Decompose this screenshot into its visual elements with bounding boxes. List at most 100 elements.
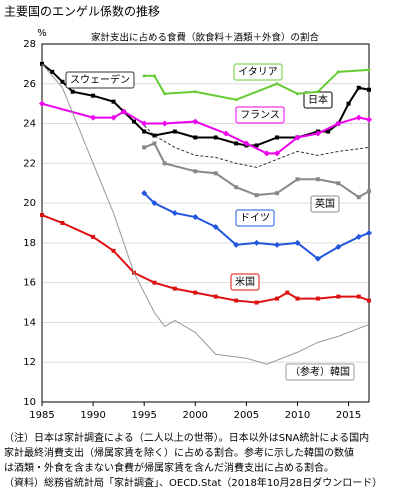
marker (152, 133, 157, 138)
marker (131, 119, 136, 124)
marker (254, 143, 259, 148)
marker (161, 120, 168, 127)
marker (234, 185, 239, 190)
y-tick-label: 20 (23, 198, 36, 209)
marker (346, 101, 351, 106)
marker (263, 150, 270, 157)
y-tick-label: 26 (23, 79, 36, 90)
marker (295, 92, 299, 96)
marker (60, 221, 65, 225)
x-tick-label: 2010 (285, 410, 310, 421)
marker (60, 79, 65, 84)
marker (212, 223, 219, 230)
series-line (41, 63, 370, 365)
note: （資料）総務省統計局「家計調査」、OECD.Stat（2018年10月28日ダウ… (4, 476, 382, 489)
marker (254, 300, 259, 305)
marker (142, 129, 147, 134)
marker (91, 234, 96, 239)
marker (213, 171, 218, 176)
marker (141, 190, 148, 197)
series-label-box (310, 195, 340, 213)
series-label: フランス (240, 109, 280, 121)
marker (355, 233, 362, 240)
marker (335, 243, 342, 250)
y-tick-label: 24 (23, 119, 36, 130)
marker (192, 214, 199, 221)
marker (193, 90, 197, 94)
series-label: 英国 (315, 197, 335, 210)
marker (253, 239, 260, 246)
marker (142, 145, 147, 150)
marker (171, 210, 178, 217)
marker (152, 280, 157, 285)
marker (314, 255, 321, 262)
marker (213, 135, 218, 140)
marker (234, 298, 239, 303)
note: （注）日本は家計調査による（二人以上の世帯）。日本以外はSNA統計による国内 (4, 431, 369, 444)
marker (141, 120, 148, 127)
marker (335, 120, 342, 127)
note: は酒類・外食を含まない食費が帰属家賃を含んだ消費支出に占める割合。 (4, 461, 334, 474)
marker (356, 294, 361, 299)
marker (39, 100, 45, 107)
marker (316, 90, 320, 94)
marker (295, 296, 300, 301)
marker (111, 99, 116, 104)
marker (120, 108, 127, 115)
marker (275, 82, 279, 86)
marker (295, 177, 300, 182)
marker (315, 177, 320, 182)
series-label-box (235, 209, 275, 227)
marker (90, 114, 97, 121)
marker (192, 118, 199, 125)
series-label: スウェーデン (70, 73, 130, 86)
marker (172, 129, 177, 134)
marker (314, 130, 321, 137)
marker (367, 189, 371, 194)
y-tick-label: 10 (23, 397, 36, 408)
marker (274, 241, 281, 248)
marker (213, 294, 218, 299)
marker (366, 116, 372, 123)
y-tick-label: 16 (23, 278, 36, 289)
marker (152, 74, 156, 78)
marker (152, 141, 157, 146)
marker (336, 70, 340, 74)
marker (367, 68, 371, 72)
marker (91, 93, 96, 98)
marker (294, 134, 301, 141)
marker (193, 135, 198, 140)
marker (254, 193, 259, 198)
marker (315, 296, 320, 301)
series-label: 日本 (308, 93, 328, 106)
marker (151, 200, 158, 207)
series-line (144, 68, 370, 101)
marker (356, 85, 361, 90)
marker (233, 241, 240, 248)
marker (111, 248, 116, 253)
series-line (41, 214, 370, 304)
marker (326, 129, 331, 134)
series-label-box (235, 106, 285, 124)
marker (356, 195, 361, 200)
marker (275, 296, 280, 301)
series-label-box (65, 71, 135, 89)
series-label-box (285, 363, 355, 381)
marker (367, 298, 371, 303)
series-label: イタリア (238, 66, 278, 78)
chart-subtitle: 家計支出に占める食費（飲食料＋酒類＋外食）の割合 (91, 32, 320, 44)
note: 家計最終消費支出（帰属家賃を除く）に占める割合。参考に示した韓国の数値 (4, 446, 354, 459)
y-tick-label: 12 (23, 357, 36, 368)
y-tick-label: 28 (23, 39, 36, 50)
marker (110, 114, 117, 121)
y-tick-label: 22 (23, 158, 36, 169)
marker (234, 141, 239, 146)
marker (40, 213, 44, 218)
plot-frame (41, 43, 370, 403)
x-tick-label: 1990 (80, 410, 105, 421)
marker (275, 191, 280, 196)
series-label-box (230, 273, 260, 291)
x-tick-label: 1985 (29, 410, 54, 421)
marker (193, 290, 198, 295)
